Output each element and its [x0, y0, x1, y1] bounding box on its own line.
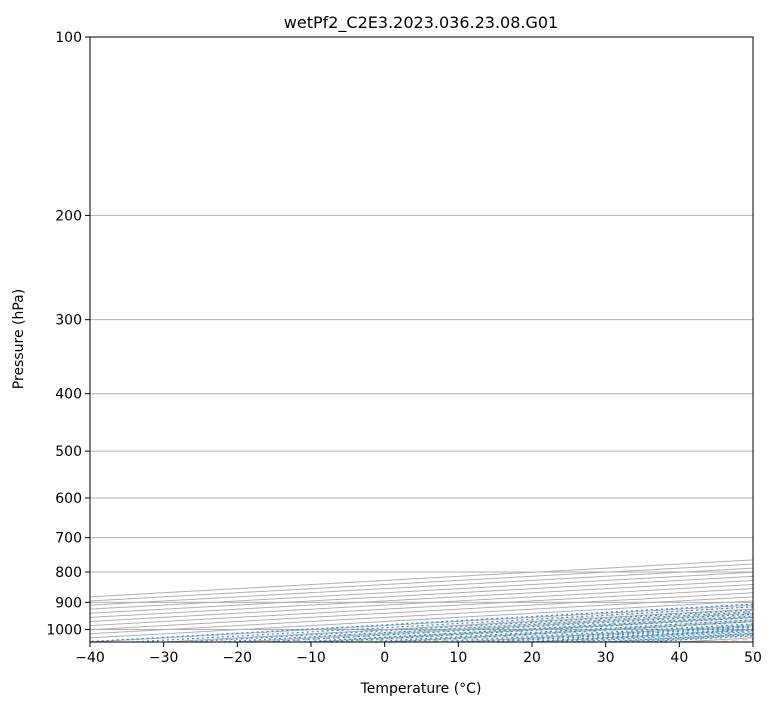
mixing-ratio-line: [185, 609, 753, 642]
y-tick-label: 900: [55, 595, 82, 611]
x-tick-label: 20: [523, 650, 541, 666]
y-tick-label: 300: [55, 313, 82, 329]
x-tick-label: −30: [149, 650, 179, 666]
x-tick-label: 40: [670, 650, 688, 666]
mixing-ratio-line: [90, 603, 753, 642]
x-axis: −40 −30 −20 −10 0 10 20 30 40 50: [75, 642, 762, 666]
x-tick-label: 10: [449, 650, 467, 666]
y-tick-label: 1000: [46, 622, 82, 638]
mixing-ratio-line: [131, 606, 753, 642]
y-tick-label: 100: [55, 30, 82, 46]
y-tick-label: 700: [55, 531, 82, 547]
plot-frame: [89, 36, 754, 643]
y-tick-label: 400: [55, 387, 82, 403]
y-axis-label: Pressure (hPa): [11, 289, 27, 389]
x-tick-label: −40: [75, 650, 105, 666]
x-tick-label: −10: [296, 650, 326, 666]
chart-title: wetPf2_C2E3.2023.036.23.08.G01: [284, 13, 558, 33]
x-tick-label: 50: [744, 650, 762, 666]
y-tick-label: 600: [55, 491, 82, 507]
x-tick-label: 30: [597, 650, 615, 666]
x-tick-label: −20: [223, 650, 253, 666]
y-tick-label: 500: [55, 444, 82, 460]
x-axis-label: Temperature (°C): [360, 681, 482, 697]
background-guides: [90, 37, 753, 642]
y-tick-label: 800: [55, 565, 82, 581]
x-tick-label: 0: [380, 650, 389, 666]
y-tick-label: 200: [55, 208, 82, 224]
y-axis: 100 200 300 400 500 600 700 800 900 1000: [46, 30, 90, 638]
